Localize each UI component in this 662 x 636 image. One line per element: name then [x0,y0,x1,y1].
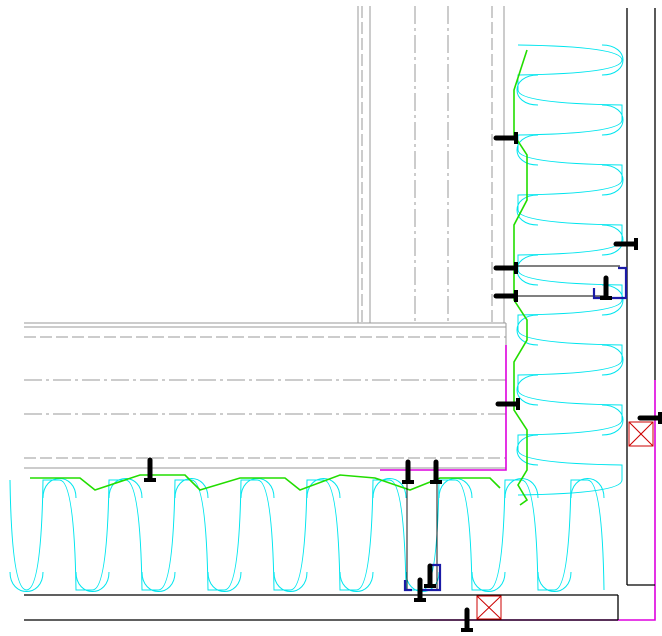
insulation-batt-loop [174,478,209,499]
insulation-batt-loop [516,194,539,226]
screw-icon [461,607,473,632]
insulation-batt-loop [537,571,572,592]
insulation-batt-loop [601,164,624,196]
support-rails [406,265,620,590]
screw-icon [414,577,426,602]
insulation-batt-loop [372,478,407,499]
insulation-zigzag-vertical [517,44,623,496]
insulation-horizontal [9,478,605,592]
structural-beam [24,322,507,469]
insulation-batt-loop [601,404,624,436]
insulation-batt-loop [9,571,44,592]
insulation-batt-loop [601,344,624,376]
screw-icon [493,262,518,274]
thermal-break-pad-right [628,421,654,447]
insulation-batt-loop [240,478,275,499]
thermal-break-pad-bottom [476,595,502,620]
insulation-batt-loop [339,571,374,592]
screw-icon [493,132,518,144]
screw-icon [493,290,518,302]
insulation-batt-loop [516,74,539,106]
insulation-batt-loop [75,571,110,592]
insulation-batt-loop [516,434,539,466]
screw-icon [424,563,436,588]
screw-icon [402,459,414,484]
insulation-batt-loop [273,571,308,592]
insulation-batt-loop [601,284,624,316]
screw-icon [495,398,520,410]
screw-icon [600,275,612,300]
screw-icon [613,238,638,250]
insulation-batt-loop [108,478,143,499]
fasteners [144,132,662,632]
insulation-batt-loop [207,571,242,592]
insulation-batt-loop [516,314,539,346]
insulation-vertical [516,44,624,496]
structural-column [357,6,505,323]
screw-icon [430,459,442,484]
insulation-batt-loop [516,134,539,166]
screw-icon [144,457,156,482]
insulation-batt-loop [601,104,624,136]
insulation-batt-loop [306,478,341,499]
insulation-batt-loop [516,374,539,406]
membrane-line [30,49,529,506]
insulation-batt-loop [516,254,539,286]
insulation-batt-loop [438,478,473,499]
bracket-bottom [403,563,442,592]
insulation-batt-loop [141,571,176,592]
insulation-batt-loop [471,571,506,592]
screw-icon [637,412,662,424]
insulation-batt-loop [601,224,624,256]
insulation-batt-loop [601,44,624,76]
insulation-batt-loop [570,478,605,499]
insulation-batt-loop [42,478,77,499]
insulation-zigzag-horizontal [9,479,605,591]
